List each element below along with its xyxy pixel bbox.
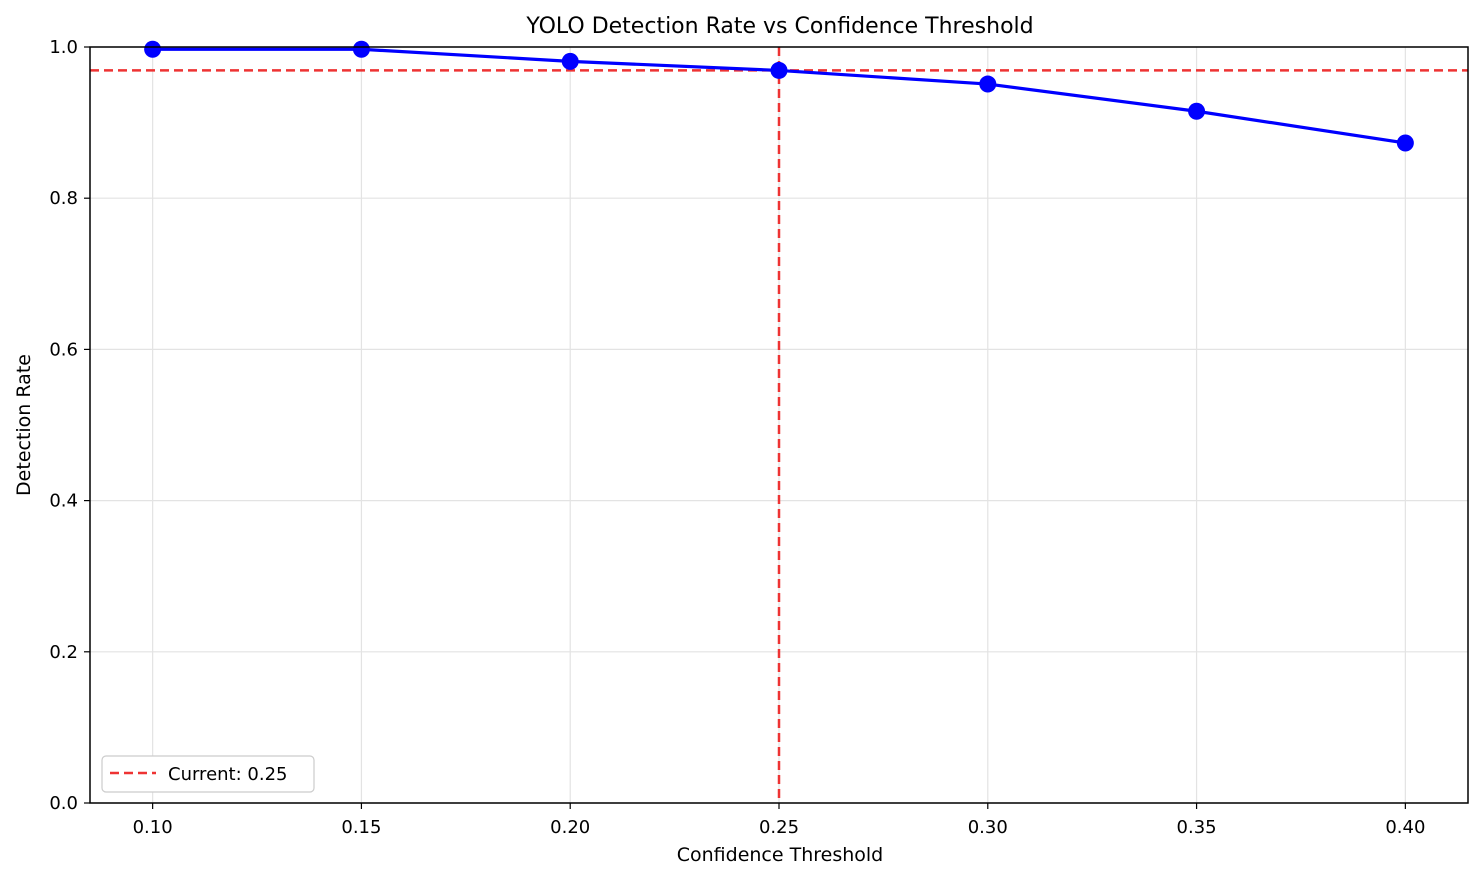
y-tick-label: 1.0 [49, 37, 78, 58]
y-tick-label: 0.2 [49, 642, 78, 663]
data-point [352, 40, 370, 58]
data-point [1396, 134, 1414, 152]
data-point [979, 75, 997, 93]
x-axis-label: Confidence Threshold [677, 844, 884, 866]
data-series [144, 40, 1414, 152]
data-point [561, 52, 579, 70]
x-tick-label: 0.30 [968, 817, 1008, 838]
data-point [144, 40, 162, 58]
y-tick-label: 0.6 [49, 339, 78, 360]
y-tick-label: 0.8 [49, 188, 78, 209]
x-tick-label: 0.10 [133, 817, 173, 838]
x-tick-label: 0.20 [550, 817, 590, 838]
chart-title: YOLO Detection Rate vs Confidence Thresh… [525, 14, 1033, 39]
y-tick-label: 0.4 [49, 491, 78, 512]
x-tick-label: 0.15 [341, 817, 381, 838]
legend: Current: 0.25 [101, 755, 315, 793]
data-point [770, 61, 788, 79]
legend-label: Current: 0.25 [168, 764, 287, 785]
y-axis-ticks: 0.0 0.2 0.4 0.6 0.8 1.0 [49, 37, 90, 814]
y-axis-label: Detection Rate [13, 354, 35, 496]
data-point [1188, 102, 1206, 120]
legend-frame [101, 755, 315, 793]
x-axis-ticks: 0.10 0.15 0.20 0.25 0.30 0.35 0.40 [133, 803, 1425, 838]
x-tick-label: 0.35 [1177, 817, 1217, 838]
x-tick-label: 0.25 [759, 817, 799, 838]
y-tick-label: 0.0 [49, 793, 78, 814]
x-tick-label: 0.40 [1385, 817, 1425, 838]
